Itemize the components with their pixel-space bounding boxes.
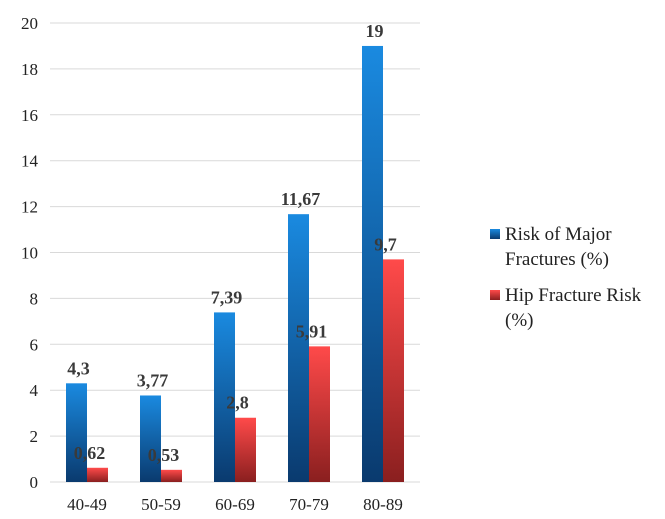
- bar-series0-70-79: [288, 214, 309, 482]
- x-tick-label: 40-49: [67, 495, 107, 514]
- data-label-series1-80-89: 9,7: [374, 234, 397, 254]
- legend-label-series0: Risk of Major: [505, 224, 612, 245]
- y-tick-label: 10: [21, 244, 38, 263]
- y-tick-label: 14: [21, 152, 39, 171]
- y-tick-label: 0: [30, 473, 39, 492]
- bar-series1-60-69: [235, 417, 256, 482]
- data-label-series0-50-59: 3,77: [137, 370, 169, 390]
- data-label-series1-60-69: 2,8: [226, 393, 249, 413]
- data-label-series0-80-89: 19: [366, 21, 384, 41]
- legend-label-series1: (%): [505, 310, 533, 331]
- x-tick-label: 70-79: [289, 495, 329, 514]
- y-axis-ticks: 0 2 4 6 8 10 12 14 16 18 20: [21, 14, 39, 492]
- bar-series0-60-69: [214, 312, 235, 482]
- data-label-series1-70-79: 5,91: [296, 321, 328, 341]
- x-tick-label: 80-89: [363, 495, 403, 514]
- bar-series1-40-49: [87, 467, 108, 482]
- legend-swatch-series1: [490, 290, 500, 300]
- y-tick-label: 20: [21, 14, 38, 33]
- legend-swatch-series0: [490, 229, 500, 239]
- data-label-series1-40-49: 0,62: [74, 443, 106, 463]
- bars: [66, 45, 404, 482]
- legend-label-series1: Hip Fracture Risk: [505, 285, 642, 306]
- y-tick-label: 18: [21, 60, 38, 79]
- x-axis-ticks: 40-49 50-59 60-69 70-79 80-89: [67, 495, 403, 514]
- y-tick-label: 2: [30, 427, 39, 446]
- bar-series1-50-59: [161, 469, 182, 482]
- data-label-series1-50-59: 0,53: [148, 445, 180, 465]
- bar-series0-80-89: [362, 45, 383, 482]
- bar-series1-80-89: [383, 259, 404, 482]
- y-tick-label: 6: [30, 335, 39, 354]
- x-tick-label: 60-69: [215, 495, 255, 514]
- legend-label-series0: Fractures (%): [505, 249, 609, 270]
- legend: Risk of Major Fractures (%) Hip Fracture R…: [490, 224, 642, 331]
- data-label-series0-70-79: 11,67: [281, 189, 321, 209]
- data-label-series0-40-49: 4,3: [67, 358, 90, 378]
- data-label-series0-60-69: 7,39: [211, 287, 243, 307]
- y-tick-label: 4: [30, 381, 39, 400]
- bar-series1-70-79: [309, 346, 330, 482]
- data-labels: 4,3 0,62 3,77 0,53 7,39 2,8 11,67 5,91 19 9,7: [67, 21, 397, 465]
- bar-series0-40-49: [66, 383, 87, 482]
- y-tick-label: 8: [30, 289, 39, 308]
- x-tick-label: 50-59: [141, 495, 181, 514]
- gridlines: [50, 22, 420, 483]
- bar-series0-50-59: [140, 395, 161, 482]
- y-tick-label: 16: [21, 106, 38, 125]
- y-tick-label: 12: [21, 198, 38, 217]
